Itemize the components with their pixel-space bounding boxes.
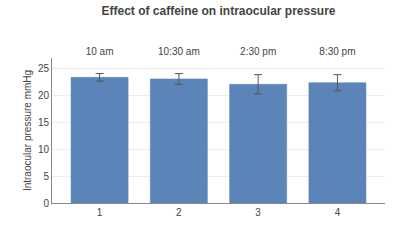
svg-text:2: 2 [176,207,182,218]
svg-text:1: 1 [97,207,103,218]
svg-text:Effect of caffeine on intraocu: Effect of caffeine on intraocular pressu… [101,4,335,18]
svg-text:5: 5 [43,171,49,182]
svg-text:4: 4 [335,207,341,218]
svg-text:3: 3 [255,207,261,218]
svg-text:25: 25 [38,63,50,74]
svg-text:0: 0 [43,198,49,209]
svg-text:20: 20 [38,90,50,101]
svg-text:10: 10 [38,144,50,155]
svg-text:10:30 am: 10:30 am [158,46,200,57]
svg-text:8:30 pm: 8:30 pm [319,46,355,57]
svg-text:15: 15 [38,117,50,128]
svg-text:2:30 pm: 2:30 pm [240,46,276,57]
svg-text:10 am: 10 am [86,46,114,57]
svg-text:Intraocular pressure mmHg: Intraocular pressure mmHg [22,70,33,191]
